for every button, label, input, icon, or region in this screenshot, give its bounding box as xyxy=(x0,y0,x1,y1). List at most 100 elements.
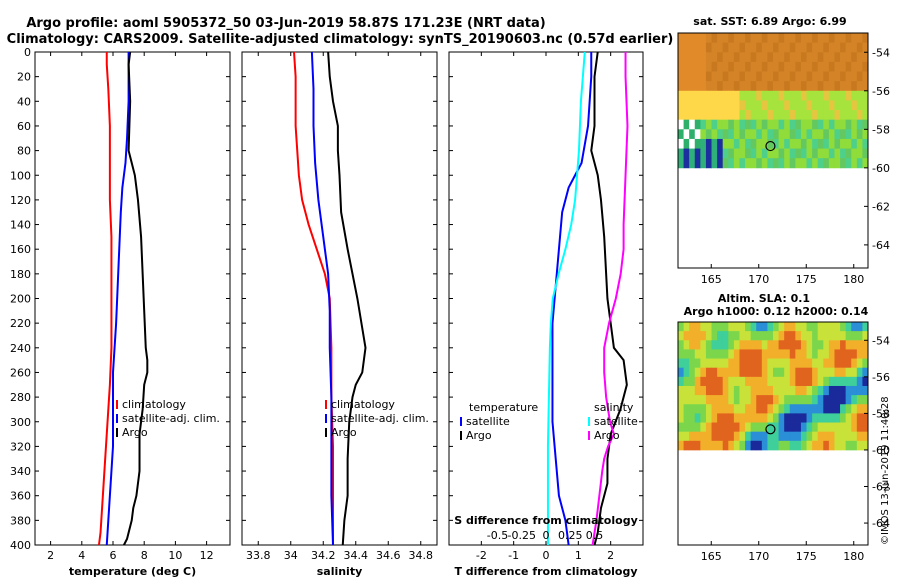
map-cell xyxy=(705,340,712,350)
map-cell xyxy=(812,395,819,405)
map-cell xyxy=(851,42,858,53)
map-cell xyxy=(851,331,858,341)
map-cell xyxy=(683,413,690,423)
map-cell xyxy=(840,385,847,396)
map-cell xyxy=(728,376,735,387)
map-cell xyxy=(817,340,824,350)
map-cell xyxy=(862,81,869,92)
map-cell xyxy=(817,129,824,140)
map-cell xyxy=(795,129,802,140)
map-cell xyxy=(845,119,852,130)
map-cell xyxy=(817,404,824,414)
map-cell xyxy=(851,404,858,414)
map-cell xyxy=(800,61,807,72)
map-cell xyxy=(767,322,774,332)
depth-tick-label: 180 xyxy=(10,268,31,281)
map-cell xyxy=(761,90,768,101)
map-cell xyxy=(856,358,863,369)
map-cell xyxy=(845,413,852,423)
map-cell xyxy=(834,52,841,63)
map-cell xyxy=(750,148,757,159)
map-cell xyxy=(733,148,740,159)
map-cell xyxy=(784,322,791,332)
map-cell xyxy=(756,331,763,341)
map-cell xyxy=(851,81,858,92)
map-cell xyxy=(739,129,746,140)
map-cell xyxy=(828,100,835,111)
map-cell xyxy=(773,440,779,451)
map-cell xyxy=(705,81,712,92)
map-cell xyxy=(784,42,791,53)
map-cell xyxy=(795,138,802,149)
map-cell xyxy=(717,404,724,414)
map-cell xyxy=(767,431,774,442)
x-tick-label: 33.8 xyxy=(246,549,271,562)
map-cell xyxy=(739,148,746,159)
map-cell xyxy=(823,33,830,44)
map-cell xyxy=(700,404,707,414)
map-cell xyxy=(784,349,791,359)
map-cell xyxy=(678,61,684,72)
map-cell xyxy=(756,322,763,332)
x-tick-label: 34.4 xyxy=(344,549,369,562)
map-cell xyxy=(728,138,735,149)
map-cell xyxy=(733,422,740,433)
map-cell xyxy=(761,138,768,149)
map-cell xyxy=(845,90,852,101)
map-cell xyxy=(800,376,807,387)
map-cell xyxy=(845,340,852,350)
map-cell xyxy=(722,376,729,387)
map-cell xyxy=(834,367,841,378)
map-cell xyxy=(800,440,807,451)
map-cell xyxy=(717,331,724,341)
map-cell xyxy=(761,404,768,414)
map-cell xyxy=(773,349,779,359)
map-cell xyxy=(756,158,763,169)
map-cell xyxy=(773,52,779,63)
map-cell xyxy=(828,340,835,350)
map-cell xyxy=(812,42,819,53)
map-cell xyxy=(711,331,718,341)
map-cell xyxy=(845,52,852,63)
map-cell xyxy=(728,81,735,92)
map-cell xyxy=(812,422,819,433)
map-cell xyxy=(694,440,701,451)
map-cell xyxy=(823,138,830,149)
map-cell xyxy=(694,42,701,53)
depth-tick-label: 260 xyxy=(10,366,31,379)
map-cell xyxy=(717,110,724,121)
map-cell xyxy=(694,331,701,341)
map-cell xyxy=(817,71,824,82)
depth-tick-label: 200 xyxy=(10,293,31,306)
map-cell xyxy=(689,42,696,53)
top-axis-label: S difference from climatology xyxy=(454,514,638,527)
map-cell xyxy=(705,158,712,169)
map-cell xyxy=(806,61,813,72)
map-cell xyxy=(778,71,785,82)
map-cell xyxy=(683,61,690,72)
map-cell xyxy=(862,129,869,140)
map-cell xyxy=(683,331,690,341)
map-cell xyxy=(745,322,752,332)
map-cell xyxy=(722,110,729,121)
map-cell xyxy=(717,413,724,423)
map-cell xyxy=(851,71,858,82)
map-cell xyxy=(717,440,724,451)
map-cell xyxy=(856,52,863,63)
depth-tick-label: 380 xyxy=(10,514,31,527)
map-cell xyxy=(778,129,785,140)
map-lon-label: 175 xyxy=(796,550,817,563)
map-cell xyxy=(745,413,752,423)
map-cell xyxy=(778,358,785,369)
map-cell xyxy=(700,413,707,423)
map-cell xyxy=(761,385,768,396)
map-cell xyxy=(834,148,841,159)
map-cell xyxy=(745,376,752,387)
map-cell xyxy=(823,349,830,359)
map-cell xyxy=(689,90,696,101)
map-cell xyxy=(823,322,830,332)
map-cell xyxy=(689,340,696,350)
depth-tick-label: 0 xyxy=(24,46,31,59)
map-cell xyxy=(694,33,701,44)
map-cell xyxy=(806,331,813,341)
